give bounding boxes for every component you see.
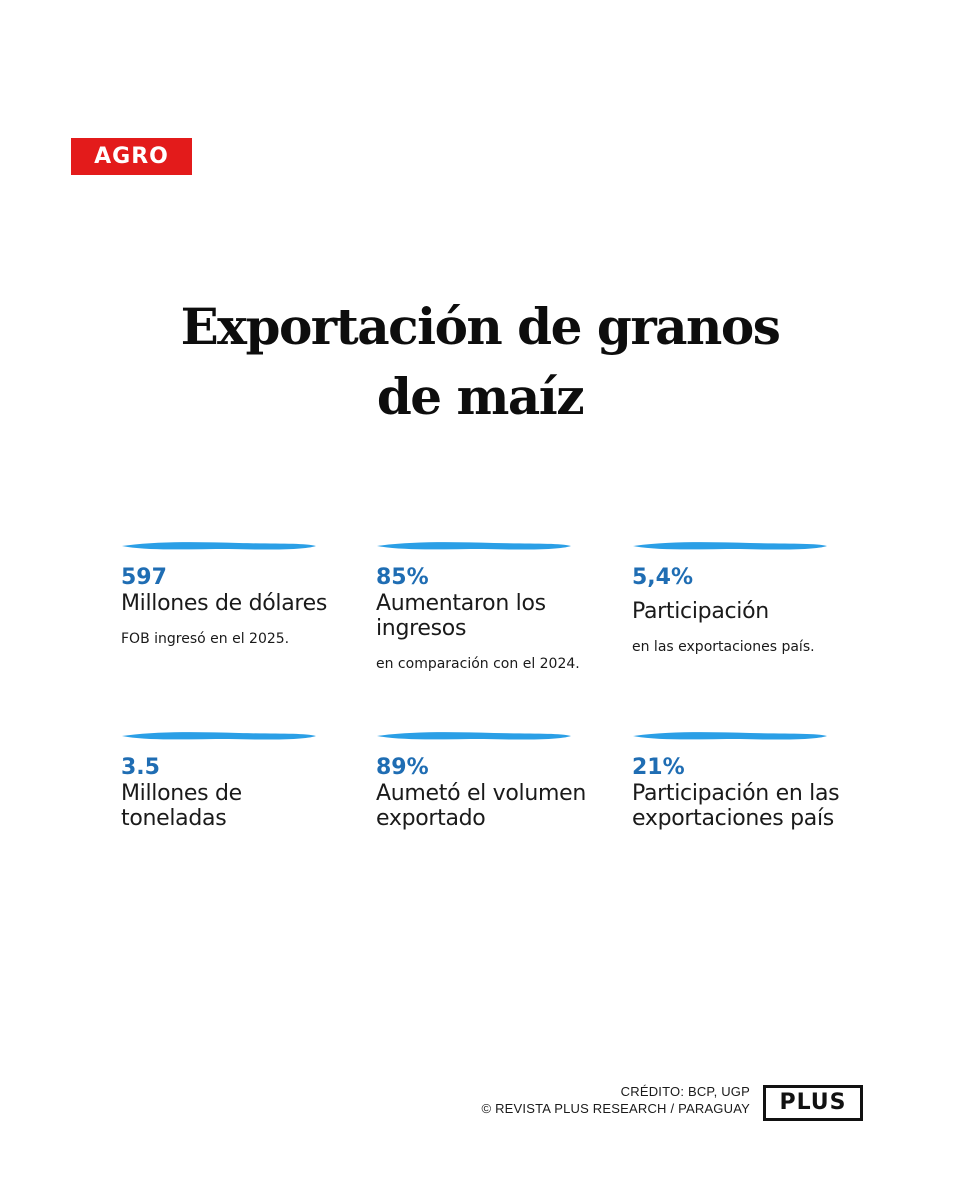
- page-title-line-2: de maíz: [376, 367, 585, 426]
- stat-label: Aumentaron los ingresos: [376, 591, 546, 641]
- footer-credits: CRÉDITO: BCP, UGP © REVISTA PLUS RESEARC…: [481, 1083, 750, 1117]
- stat-label: Millones de dólares: [121, 591, 328, 616]
- page-title: Exportación de granos de maíz: [0, 292, 960, 432]
- stat-card: 597 Millones de dólares FOB ingresó en e…: [121, 539, 353, 648]
- stat-card: 5,4% Participación en las exportaciones …: [632, 539, 864, 656]
- stat-value: 89%: [376, 755, 429, 780]
- stat-value: 5,4%: [632, 565, 694, 590]
- brush-stroke-icon: [377, 732, 571, 740]
- stat-card: 3.5 Millones de toneladas: [121, 729, 353, 831]
- stat-value: 597: [121, 565, 167, 590]
- copyright-line: © REVISTA PLUS RESEARCH / PARAGUAY: [481, 1101, 750, 1116]
- stat-label: Millones de toneladas: [121, 781, 242, 831]
- stat-card: 85% Aumentaron los ingresos en comparaci…: [376, 539, 608, 673]
- credit-line: CRÉDITO: BCP, UGP: [620, 1084, 750, 1099]
- brush-stroke-icon: [122, 732, 316, 740]
- stat-value: 85%: [376, 565, 429, 590]
- section-tag: AGRO: [71, 138, 192, 175]
- brush-stroke-icon: [122, 542, 316, 550]
- page-title-line-1: Exportación de granos: [180, 297, 781, 356]
- stat-value: 21%: [632, 755, 685, 780]
- stat-note: en las exportaciones país.: [632, 639, 815, 655]
- stat-note: FOB ingresó en el 2025.: [121, 631, 290, 647]
- stat-label: Participación: [632, 599, 769, 624]
- plus-logo: PLUS: [763, 1085, 863, 1121]
- brush-stroke-icon: [377, 542, 571, 550]
- stat-label: Participación en las exportaciones país: [632, 781, 840, 831]
- stat-card: 21% Participación en las exportaciones p…: [632, 729, 872, 831]
- stat-card: 89% Aumetó el volumen exportado: [376, 729, 608, 831]
- brush-stroke-icon: [633, 732, 827, 740]
- stat-value: 3.5: [121, 755, 160, 780]
- brush-stroke-icon: [633, 542, 827, 550]
- stat-note: en comparación con el 2024.: [376, 656, 580, 672]
- stat-label: Aumetó el volumen exportado: [376, 781, 587, 831]
